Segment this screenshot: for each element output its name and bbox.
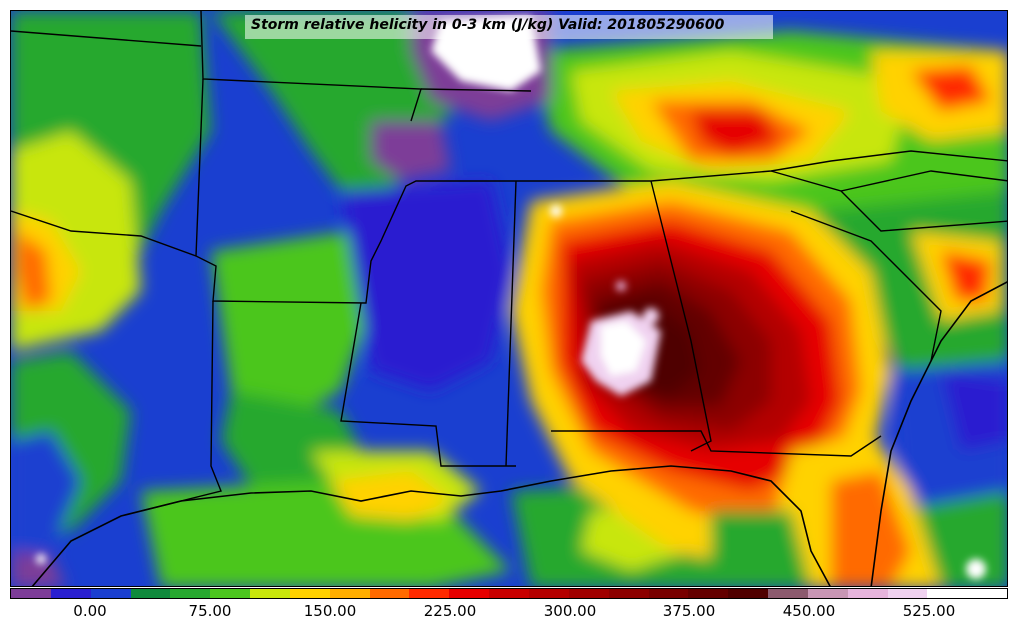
- colorbar-tick-label: 0.00: [73, 602, 107, 620]
- colorbar-segment: [807, 589, 848, 598]
- colorbar-tick-label: 300.00: [543, 602, 597, 620]
- colorbar-segment: [409, 589, 450, 598]
- helicity-contours: [11, 11, 1007, 586]
- colorbar-tick-label: 375.00: [662, 602, 716, 620]
- colorbar-tick-label: 75.00: [188, 602, 232, 620]
- colorbar: [10, 588, 1008, 599]
- colorbar-segment: [768, 589, 808, 598]
- colorbar-segment: [250, 589, 290, 598]
- colorbar-segment: [568, 589, 609, 598]
- colorbar-tick-label: 150.00: [303, 602, 357, 620]
- colorbar-segment: [608, 589, 649, 598]
- colorbar-segment: [329, 589, 370, 598]
- colorbar-segment: [728, 589, 769, 598]
- colorbar-segment: [927, 589, 968, 598]
- coastline: [31, 281, 1007, 586]
- colorbar-segment: [369, 589, 410, 598]
- colorbar-segment: [489, 589, 529, 598]
- colorbar-tick-label: 225.00: [423, 602, 477, 620]
- colorbar-segment: [90, 589, 131, 598]
- helicity-field-map: [11, 11, 1007, 586]
- colorbar-segment: [449, 589, 490, 598]
- colorbar-tick-label: 450.00: [782, 602, 836, 620]
- colorbar-tick-label: 525.00: [902, 602, 956, 620]
- colorbar-segment: [130, 589, 171, 598]
- colorbar-segment: [967, 589, 1008, 598]
- colorbar-segment: [50, 589, 91, 598]
- colorbar-segment: [11, 589, 51, 598]
- colorbar-segment: [289, 589, 330, 598]
- colorbar-segment: [847, 589, 888, 598]
- map-title: Storm relative helicity in 0-3 km (J/kg)…: [251, 17, 725, 33]
- colorbar-segment: [210, 589, 251, 598]
- title-background: [245, 15, 773, 39]
- colorbar-segment: [170, 589, 211, 598]
- colorbar-segment: [648, 589, 689, 598]
- colorbar-segment: [688, 589, 729, 598]
- colorbar-segment: [528, 589, 569, 598]
- map-panel: [10, 10, 1008, 587]
- colorbar-segment: [887, 589, 928, 598]
- state-boundaries: [11, 11, 1007, 512]
